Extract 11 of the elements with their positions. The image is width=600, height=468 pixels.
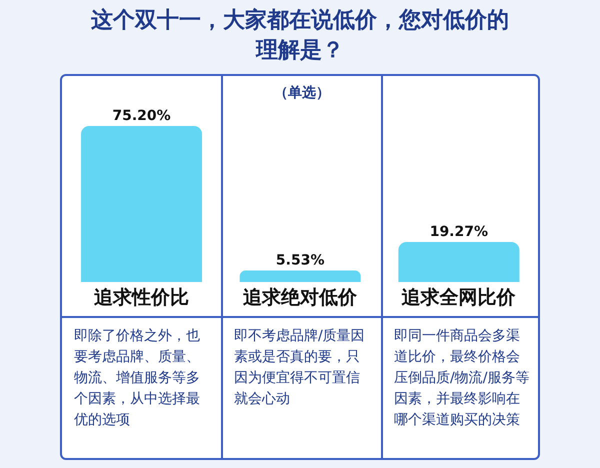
- chart-title: 这个双十一，大家都在说低价，您对低价的理解是？: [90, 6, 510, 65]
- data-label: 5.53%: [276, 252, 324, 269]
- text: 即同一件商品会多渠道比价，最终价格会压倒品质/物流/服务等因素，并最终影响在哪个渠道购买的决策: [394, 327, 530, 430]
- text: 即除了价格之外，也要考虑品牌、质量、物流、增值服务等多个因素，从中选择最优的选项: [74, 327, 201, 430]
- chart-subtitle: （单选）: [273, 84, 331, 102]
- x-tick-label: 追求绝对低价: [242, 286, 358, 308]
- data-label: 19.27%: [430, 224, 488, 240]
- x-tick-label: 追求全网比价: [400, 286, 517, 308]
- data-label: 75.20%: [112, 108, 171, 124]
- x-tick-label: 追求性价比: [92, 286, 189, 308]
- text: 即不考虑品牌/质量因素或是否真的要，只因为便宜得不可置信就会心动: [234, 327, 366, 409]
